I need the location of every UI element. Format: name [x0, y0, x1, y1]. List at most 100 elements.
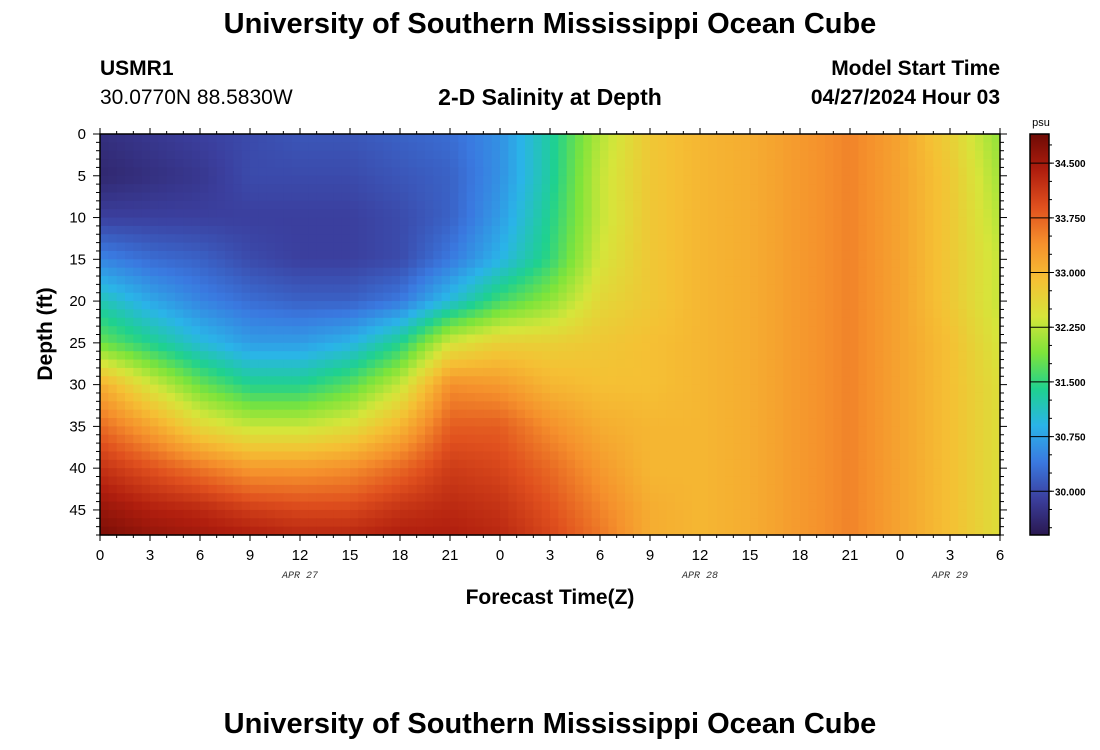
heat-cell: [908, 468, 918, 478]
heat-cell: [525, 242, 534, 252]
heat-cell: [175, 309, 184, 319]
heat-cell: [991, 359, 1001, 369]
heat-cell: [866, 276, 876, 285]
heat-cell: [900, 384, 909, 394]
heat-cell: [191, 351, 201, 361]
heat-cell: [625, 150, 634, 160]
heat-cell: [400, 184, 409, 194]
heat-cell: [850, 284, 859, 294]
heat-cell: [500, 384, 509, 394]
heat-cell: [133, 418, 143, 427]
heat-cell: [225, 359, 234, 369]
heat-cell: [558, 159, 568, 169]
heat-cell: [916, 259, 926, 269]
heat-cell: [800, 326, 809, 336]
heat-cell: [683, 484, 693, 494]
heat-cell: [425, 468, 434, 478]
heat-cell: [916, 301, 926, 311]
heat-cell: [283, 367, 293, 377]
heat-cell: [800, 242, 809, 252]
heat-cell: [975, 242, 984, 252]
heat-cell: [475, 443, 484, 453]
heat-cell: [200, 376, 209, 386]
heat-cell: [933, 192, 943, 202]
heat-cell: [658, 192, 668, 202]
heat-cell: [508, 484, 518, 494]
heat-cell: [708, 259, 718, 269]
heat-cell: [450, 292, 459, 302]
heat-cell: [516, 159, 526, 169]
heat-cell: [950, 326, 959, 336]
heat-cell: [683, 276, 693, 285]
heat-cell: [516, 200, 526, 210]
heat-cell: [216, 351, 226, 361]
heat-cell: [575, 376, 584, 386]
heat-cell: [958, 267, 968, 277]
heat-cell: [200, 351, 209, 361]
heat-cell: [383, 493, 393, 503]
heat-cell: [825, 150, 834, 160]
heat-cell: [633, 217, 643, 227]
heat-cell: [583, 342, 593, 352]
heat-cell: [400, 392, 409, 402]
heat-cell: [891, 359, 901, 369]
heat-cell: [841, 209, 851, 219]
heat-cell: [150, 167, 159, 177]
heat-cell: [641, 384, 651, 394]
heat-cell: [508, 167, 518, 177]
heat-cell: [833, 351, 843, 361]
heat-cell: [416, 134, 426, 143]
heat-cell: [200, 359, 209, 369]
heat-cell: [666, 326, 676, 336]
heat-cell: [275, 250, 284, 260]
heat-cell: [233, 334, 243, 344]
heat-cell: [458, 443, 468, 453]
heat-cell: [408, 451, 418, 461]
heat-cell: [325, 359, 334, 369]
heat-cell: [291, 134, 301, 143]
heat-cell: [241, 476, 251, 486]
heat-cell: [366, 418, 376, 427]
heat-cell: [441, 451, 451, 461]
heat-cell: [308, 367, 318, 377]
heat-cell: [216, 142, 226, 152]
heat-cell: [366, 292, 376, 302]
heat-cell: [733, 309, 743, 319]
heat-cell: [308, 142, 318, 152]
heat-cell: [891, 292, 901, 302]
heat-cell: [208, 367, 218, 377]
heat-cell: [975, 259, 984, 269]
heat-cell: [325, 384, 334, 394]
heat-cell: [583, 276, 593, 285]
heat-cell: [233, 301, 243, 311]
heat-cell: [358, 509, 368, 519]
heat-cell: [925, 267, 934, 277]
heat-cell: [175, 250, 184, 260]
heat-cell: [683, 284, 693, 294]
heat-cell: [783, 418, 793, 427]
heat-cell: [216, 150, 226, 160]
heat-cell: [150, 225, 159, 235]
heat-cell: [700, 217, 709, 227]
heat-cell: [241, 484, 251, 494]
heat-cell: [691, 484, 701, 494]
heat-cell: [100, 192, 109, 202]
heat-cell: [441, 509, 451, 519]
heat-cell: [358, 367, 368, 377]
heat-cell: [358, 200, 368, 210]
heat-cell: [383, 459, 393, 469]
heat-cell: [275, 225, 284, 235]
heat-cell: [300, 209, 309, 219]
heat-cell: [908, 159, 918, 169]
heat-cell: [908, 242, 918, 252]
heat-cell: [575, 317, 584, 327]
heat-cell: [208, 418, 218, 427]
heat-cell: [483, 217, 493, 227]
heat-cell: [941, 292, 951, 302]
heat-cell: [233, 225, 243, 235]
heat-cell: [566, 509, 576, 519]
heat-cell: [916, 326, 926, 336]
heat-cell: [350, 192, 359, 202]
heat-cell: [775, 384, 784, 394]
heat-cell: [383, 276, 393, 285]
